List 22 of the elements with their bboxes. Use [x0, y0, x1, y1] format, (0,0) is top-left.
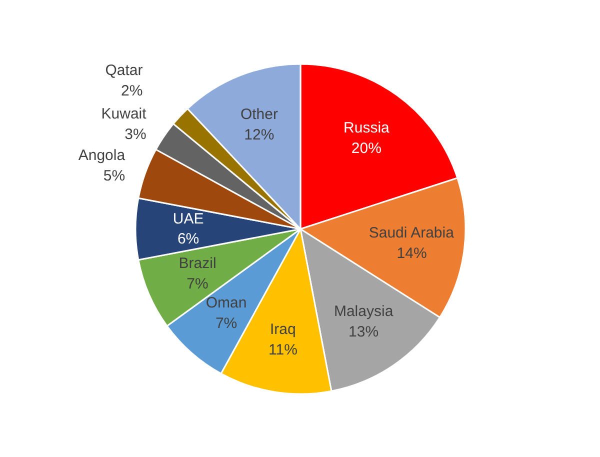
data-label: 7% [186, 275, 208, 292]
slice-label: Qatar [105, 62, 143, 80]
data-label: 11% [268, 342, 298, 359]
data-label: 14% [396, 244, 427, 262]
data-label: 2% [121, 82, 143, 100]
data-label: 5% [103, 168, 126, 185]
data-label: 20% [351, 140, 382, 157]
slice-label: Other [240, 106, 278, 123]
slice-label: Russia [344, 120, 390, 137]
data-label: 6% [177, 230, 200, 248]
slice-label: Angola [78, 147, 126, 164]
slice-label: Malaysia [334, 303, 394, 320]
slice-label: Brazil [178, 254, 216, 272]
slice-label: Iraq [270, 321, 296, 338]
data-label: 12% [244, 126, 274, 144]
slice-label: UAE [172, 210, 204, 228]
slice-label: Oman [206, 294, 247, 312]
data-label: 3% [124, 126, 146, 143]
slice-label: Kuwait [101, 106, 148, 122]
slice-label: Saudi Arabia [368, 224, 455, 242]
data-label: 7% [215, 314, 238, 332]
data-label: 13% [348, 324, 379, 340]
